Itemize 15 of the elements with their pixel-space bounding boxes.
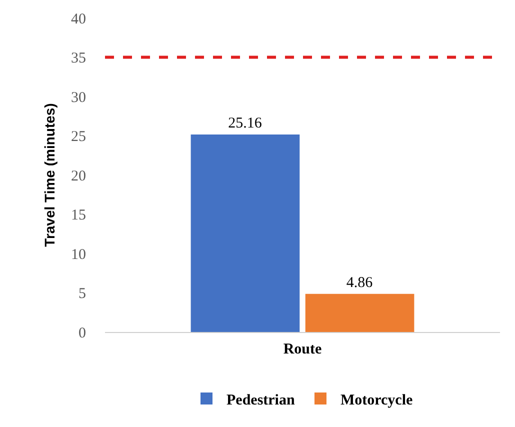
y-tick-label: 15 — [71, 208, 86, 224]
y-tick-label: 30 — [71, 90, 86, 106]
y-tick-label: 10 — [71, 246, 86, 263]
y-axis-title: Travel Time (minutes) — [42, 103, 58, 247]
y-tick-label: 5 — [78, 286, 86, 302]
y-tick-label: 35 — [71, 50, 86, 66]
x-axis-title: Route — [283, 341, 322, 358]
y-tick-label: 40 — [71, 11, 86, 28]
y-tick-label: 20 — [71, 168, 86, 184]
y-tick-label: 0 — [78, 325, 86, 342]
legend-label: Motorcycle — [340, 392, 413, 408]
data-label: 4.86 — [346, 274, 374, 291]
legend-label: Pedestrian — [226, 392, 296, 408]
y-tick-label: 25 — [71, 129, 86, 145]
data-label: 25.16 — [228, 115, 262, 132]
